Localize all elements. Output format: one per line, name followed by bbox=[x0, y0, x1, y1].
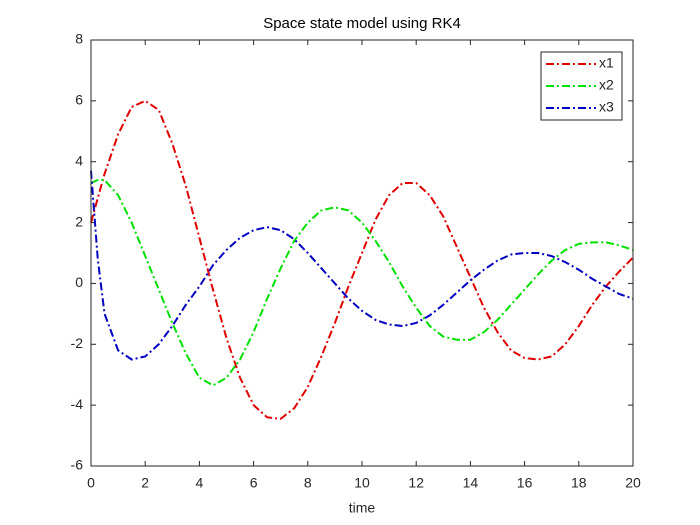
x-tick-label: 20 bbox=[625, 475, 641, 491]
x-axis-label: time bbox=[349, 500, 376, 516]
x-tick-label: 6 bbox=[250, 475, 258, 491]
axes-box bbox=[90, 39, 634, 467]
data-line bbox=[90, 170, 634, 361]
x-tick-label: 18 bbox=[571, 475, 587, 491]
x-tick-label: 12 bbox=[408, 475, 424, 491]
x-tick-label: 10 bbox=[354, 475, 370, 491]
y-tick-label: 4 bbox=[75, 152, 83, 168]
y-tick-label: -6 bbox=[71, 457, 84, 473]
legend-label: x2 bbox=[599, 77, 614, 93]
legend: x1 x2 x3 bbox=[540, 51, 623, 121]
y-tick-label: -2 bbox=[71, 335, 84, 351]
y-tick-label: 6 bbox=[75, 92, 83, 108]
y-tick-label: 2 bbox=[75, 213, 83, 229]
y-tick-label: -4 bbox=[71, 396, 84, 412]
y-tick-label: 0 bbox=[75, 274, 83, 290]
x-tick-label: 14 bbox=[463, 475, 479, 491]
x-tick-label: 2 bbox=[141, 475, 149, 491]
x-tick-label: 16 bbox=[517, 475, 533, 491]
legend-label: x1 bbox=[599, 55, 614, 71]
x-tick-label: 4 bbox=[196, 475, 204, 491]
x-tick-label: 0 bbox=[87, 475, 95, 491]
legend-label: x3 bbox=[599, 99, 614, 115]
data-line bbox=[90, 99, 634, 420]
x-tick-label: 8 bbox=[304, 475, 312, 491]
chart-title: Space state model using RK4 bbox=[263, 15, 461, 32]
y-tick-label: 8 bbox=[75, 31, 83, 47]
data-line bbox=[90, 178, 634, 387]
